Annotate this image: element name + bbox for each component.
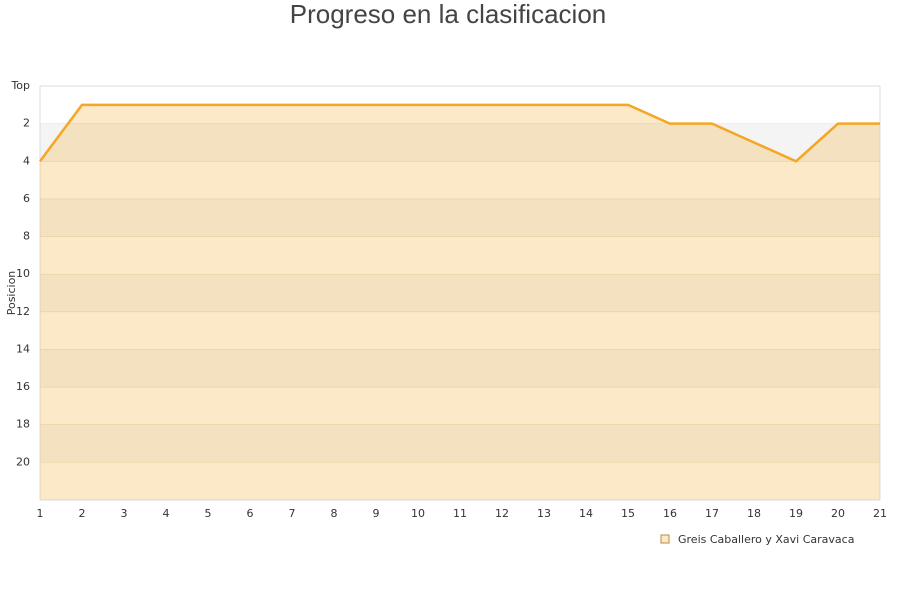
x-tick-label: 13	[537, 507, 551, 520]
line	[38, 103, 880, 163]
plot-band	[40, 424, 880, 463]
x-tick-label: 17	[705, 507, 719, 520]
plot-band	[40, 311, 880, 350]
plot-band	[40, 236, 880, 275]
y-tick-label: 20	[16, 455, 30, 468]
x-tick-label: 18	[747, 507, 761, 520]
y-tick-label: 10	[16, 267, 30, 280]
chart-title: Progreso en la clasificacion	[290, 0, 607, 29]
x-tick-label: 16	[663, 507, 677, 520]
y-tick-label: 8	[23, 230, 30, 243]
plot-band	[40, 198, 880, 237]
x-tick-label: 4	[163, 507, 170, 520]
x-tick-label: 1	[37, 507, 44, 520]
area	[40, 104, 880, 501]
x-tick-label: 5	[205, 507, 212, 520]
plot-band	[40, 462, 880, 500]
x-tick-label: 9	[373, 507, 380, 520]
y-tick-label: 6	[23, 192, 30, 205]
plot-band	[40, 274, 880, 312]
x-tick-label: 14	[579, 507, 593, 520]
y-tick-label: 2	[23, 117, 30, 130]
x-tick-label: 15	[621, 507, 635, 520]
x-tick-label: 6	[247, 507, 254, 520]
y-tick-label: 12	[16, 305, 30, 318]
y-tick-label: Top	[10, 79, 30, 92]
y-axis-label: Posicion	[5, 271, 18, 316]
y-tick-label: 16	[16, 380, 30, 393]
x-tick-label: 10	[411, 507, 425, 520]
y-tick-label: 18	[16, 418, 30, 431]
x-tick-label: 19	[789, 507, 803, 520]
plot-band	[40, 349, 880, 388]
x-tick-label: 8	[331, 507, 338, 520]
legend-label: Greis Caballero y Xavi Caravaca	[678, 533, 854, 546]
x-tick-label: 11	[453, 507, 467, 520]
plot-band	[40, 123, 880, 162]
x-tick-label: 7	[289, 507, 296, 520]
x-tick-label: 2	[79, 507, 86, 520]
plot-band	[40, 161, 880, 199]
legend-swatch	[660, 534, 670, 544]
y-tick-label: 4	[23, 154, 30, 167]
x-tick-label: 20	[831, 507, 845, 520]
x-tick-label: 12	[495, 507, 509, 520]
plot-band	[40, 387, 880, 425]
y-tick-label: 14	[16, 342, 30, 355]
x-tick-label: 21	[873, 507, 887, 520]
x-tick-label: 3	[121, 507, 128, 520]
